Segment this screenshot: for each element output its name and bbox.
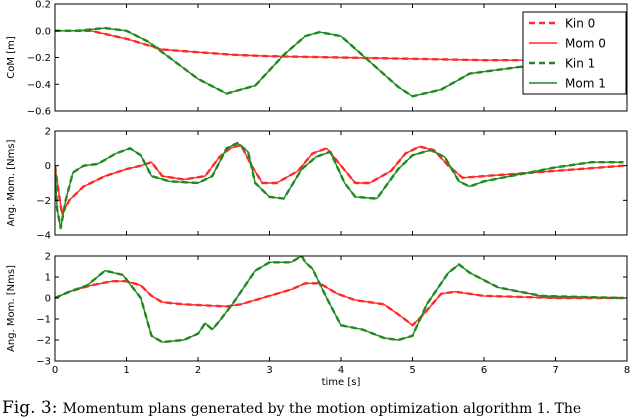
- x-tick-label: 4: [338, 365, 344, 376]
- x-tick-label: 6: [481, 365, 487, 376]
- x-tick-label: 5: [409, 365, 415, 376]
- y-tick-label: 0.0: [35, 26, 51, 37]
- series-line-kin-1: [55, 141, 624, 230]
- series-line-mom-1: [55, 27, 610, 97]
- y-tick-label: −3: [36, 357, 51, 368]
- chart-panel-1: 0.2 0.0 −0.2 −0.4 −0.6 CoM [m] Kin 0 Mom 0 Kin 1…: [6, 0, 628, 118]
- legend-label: Mom 1: [565, 77, 606, 91]
- y-tick-label: −2: [36, 336, 51, 347]
- x-tick-label: 0: [52, 365, 58, 376]
- figure-caption: Fig. 3: Momentum plans generated by the …: [2, 398, 640, 418]
- y-tick-label: −0.6: [27, 107, 51, 118]
- y-tick-label: 0: [45, 294, 51, 305]
- y-tick-label: −1: [36, 315, 51, 326]
- caption-text: Momentum plans generated by the motion o…: [62, 401, 582, 417]
- y-tick-label: 1: [45, 273, 51, 284]
- y-axis-label: Ang. Mom. [Nms]: [6, 139, 17, 226]
- x-tick-label: 1: [123, 365, 129, 376]
- y-tick-label: 0: [45, 161, 51, 172]
- y-tick-label: −0.2: [27, 53, 51, 64]
- caption-label: Fig. 3:: [2, 398, 58, 418]
- series-line-mom-1: [55, 142, 624, 229]
- series-line-mom-0: [55, 144, 624, 215]
- y-axis-label: CoM [m]: [6, 36, 17, 79]
- y-tick-label: −4: [36, 231, 51, 242]
- series-line-mom-0: [55, 30, 610, 61]
- y-axis-label: Ang. Mom. [Nms]: [6, 265, 17, 352]
- x-tick-label: 8: [624, 365, 630, 376]
- plot-frame: [54, 130, 628, 236]
- y-tick-label: 0.2: [35, 0, 51, 11]
- plot-frame: [54, 255, 628, 362]
- legend-box: [522, 11, 627, 95]
- series-line-kin-0: [55, 280, 624, 327]
- x-axis-label: time [s]: [322, 377, 361, 388]
- y-tick-label: 2: [45, 252, 51, 263]
- series-line-mom-0: [55, 280, 624, 326]
- legend-label: Mom 0: [565, 37, 606, 51]
- legend: Kin 0 Mom 0 Kin 1 Mom 1: [522, 11, 627, 95]
- x-tick-label: 3: [266, 365, 272, 376]
- chart-panel-2: 2 0 −2 −4 Ang. Mom. [Nms]: [6, 127, 628, 242]
- legend-label: Kin 0: [565, 17, 595, 31]
- legend-label: Kin 1: [565, 57, 595, 71]
- y-tick-label: −2: [36, 196, 51, 207]
- x-tick-label: 7: [552, 365, 558, 376]
- y-tick-label: 2: [45, 127, 51, 138]
- y-tick-label: −0.4: [27, 80, 51, 91]
- series-line-kin-1: [55, 256, 624, 344]
- series-line-mom-1: [55, 256, 624, 343]
- x-tick-label: 2: [195, 365, 201, 376]
